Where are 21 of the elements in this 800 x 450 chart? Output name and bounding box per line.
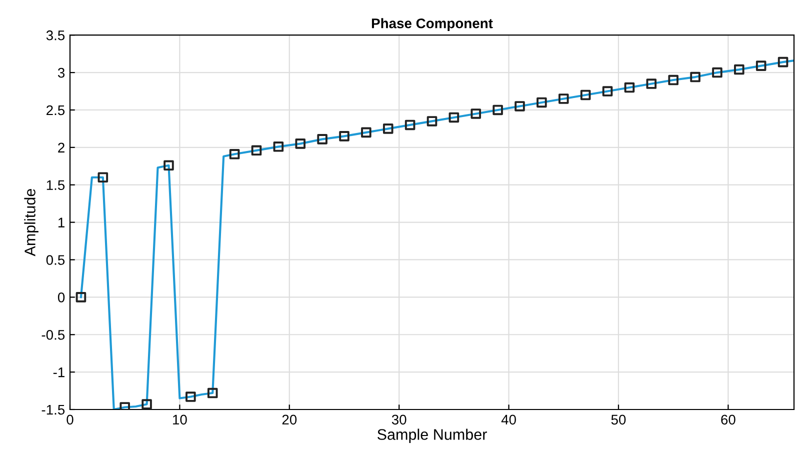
y-tick-label: -0.5 <box>42 330 65 340</box>
x-tick-label: 0 <box>66 414 74 425</box>
x-tick-label: 40 <box>501 414 516 425</box>
y-tick-label: 2 <box>58 142 64 152</box>
x-tick-label: 20 <box>282 414 297 425</box>
y-axis-title: Amplitude <box>24 189 38 256</box>
y-tick-label: 3.5 <box>46 30 65 40</box>
y-tick-label: -1 <box>53 368 64 378</box>
y-tick-label: -1.5 <box>42 404 65 415</box>
y-tick-label: 3 <box>58 68 65 78</box>
y-tick-label: 0.5 <box>46 255 65 265</box>
x-tick-label: 10 <box>173 414 187 425</box>
y-tick-label: 1 <box>58 218 64 228</box>
x-tick-label: 60 <box>721 414 736 425</box>
y-tick-label: 0 <box>58 292 65 302</box>
x-axis-title: Sample Number <box>378 428 487 443</box>
x-tick-label: 30 <box>392 414 406 425</box>
y-tick-label: 2.5 <box>46 105 65 116</box>
x-tick-label: 50 <box>611 414 626 425</box>
chart-title: Phase Component <box>372 18 493 32</box>
y-tick-label: 1.5 <box>46 180 65 190</box>
